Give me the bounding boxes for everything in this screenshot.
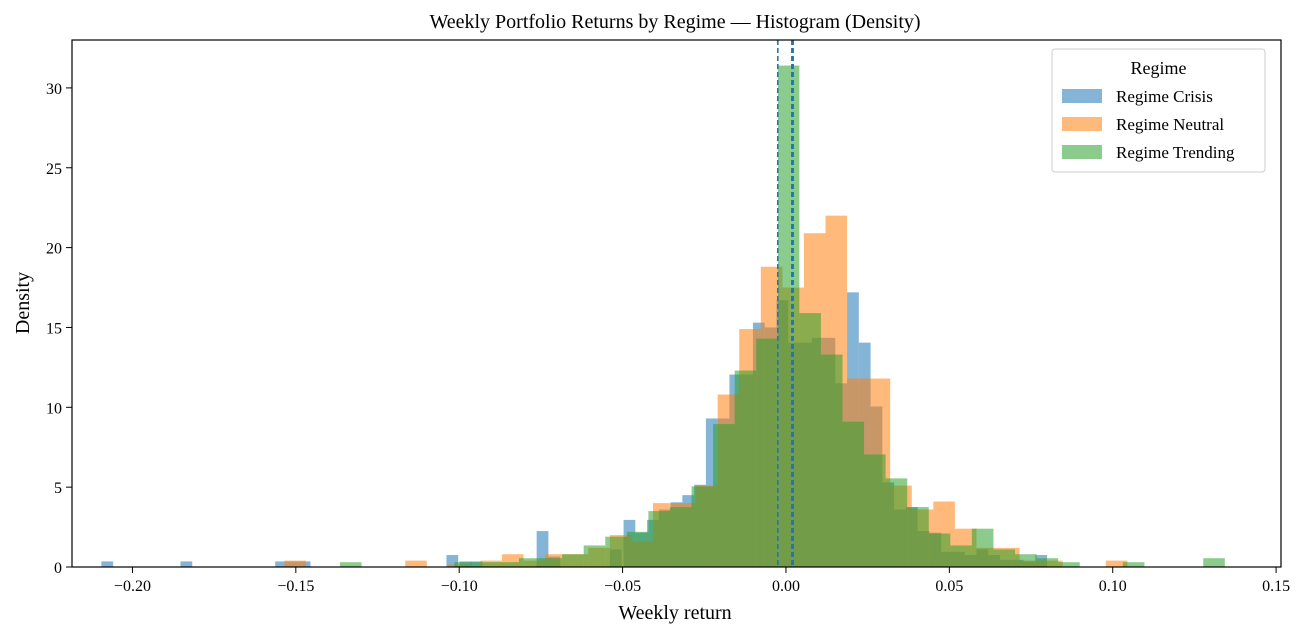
series-regime-trending [339,65,1225,567]
x-tick-label: −0.20 [114,578,151,595]
histogram-bar [339,562,362,567]
histogram-bar [583,545,606,567]
legend-label: Regime Crisis [1116,87,1213,106]
y-tick-label: 5 [54,480,62,497]
histogram-bar [820,354,843,567]
histogram-bar [275,561,288,567]
histogram-bar [777,65,800,567]
x-axis-label: Weekly return [618,602,731,624]
x-tick-label: 0.10 [1099,578,1127,595]
y-tick-label: 25 [46,161,62,178]
histogram-bar [669,507,692,567]
y-tick-label: 30 [46,81,62,98]
histogram-bar [950,545,972,567]
histogram-bar [691,486,714,567]
legend-swatch [1062,89,1102,103]
histogram-bar [1015,554,1037,567]
histogram-bar [928,533,951,567]
histogram-bar [864,454,886,567]
legend-box [1051,48,1266,173]
histogram-bar [1036,558,1059,567]
legend-swatch [1062,117,1102,131]
histogram-bar [756,338,778,567]
histogram-bar [842,421,865,567]
legend-label: Regime Neutral [1116,115,1224,134]
y-tick-label: 0 [54,560,62,577]
x-tick-label: −0.15 [277,578,314,595]
histogram-bar [446,555,459,567]
legend-swatch [1062,145,1102,159]
plot-frame [71,39,1282,568]
plot-area [101,65,1225,567]
chart-title: Weekly Portfolio Returns by Regime — His… [429,11,920,33]
legend-item[interactable]: Regime Crisis [1062,87,1213,106]
x-tick-label: −0.05 [604,578,641,595]
legend[interactable]: Regime Regime Crisis Regime Neutral Regime … [1051,48,1266,173]
histogram-bar [1105,560,1128,567]
x-tick-label: 0.05 [935,578,963,595]
histogram-bar [405,560,427,567]
x-tick-label: 0.00 [772,578,800,595]
histogram-bar [519,558,541,567]
histogram-bar [536,531,549,567]
histogram-bar [907,507,929,567]
histogram-bar [180,561,193,567]
histogram-bar [885,478,908,567]
y-axis-label: Density [12,272,34,334]
y-tick-label: 20 [46,241,62,258]
histogram-bar [284,560,306,567]
legend-item[interactable]: Regime Neutral [1062,115,1224,134]
y-tick-label: 10 [46,400,62,417]
axes: −0.20 −0.15 −0.10 −0.05 0.00 0.05 0.10 0.15 0 5 10… [46,39,1290,595]
legend-title: Regime [1131,58,1187,78]
histogram-bar [101,561,114,567]
x-tick-label: 0.15 [1262,578,1290,595]
histogram-bar [626,531,649,567]
histogram-bar [713,424,735,567]
histogram-bar [562,554,584,567]
histogram-bar [1122,562,1145,567]
histogram-bar [971,528,994,567]
histogram-bar [454,562,476,567]
histogram-bar [1203,558,1225,567]
histogram-bar [540,558,563,567]
histogram-bar [1058,562,1080,567]
histogram-bar [605,536,627,567]
histogram-bar [475,562,498,567]
histogram-bar [734,370,757,567]
histogram-bar [497,562,520,567]
legend-item[interactable]: Regime Trending [1062,143,1235,162]
histogram-bar [799,313,821,567]
x-tick-label: −0.10 [441,578,478,595]
histogram-bar [993,549,1016,567]
y-tick-label: 15 [46,320,62,337]
legend-label: Regime Trending [1116,143,1235,162]
histogram-bar [648,511,670,567]
